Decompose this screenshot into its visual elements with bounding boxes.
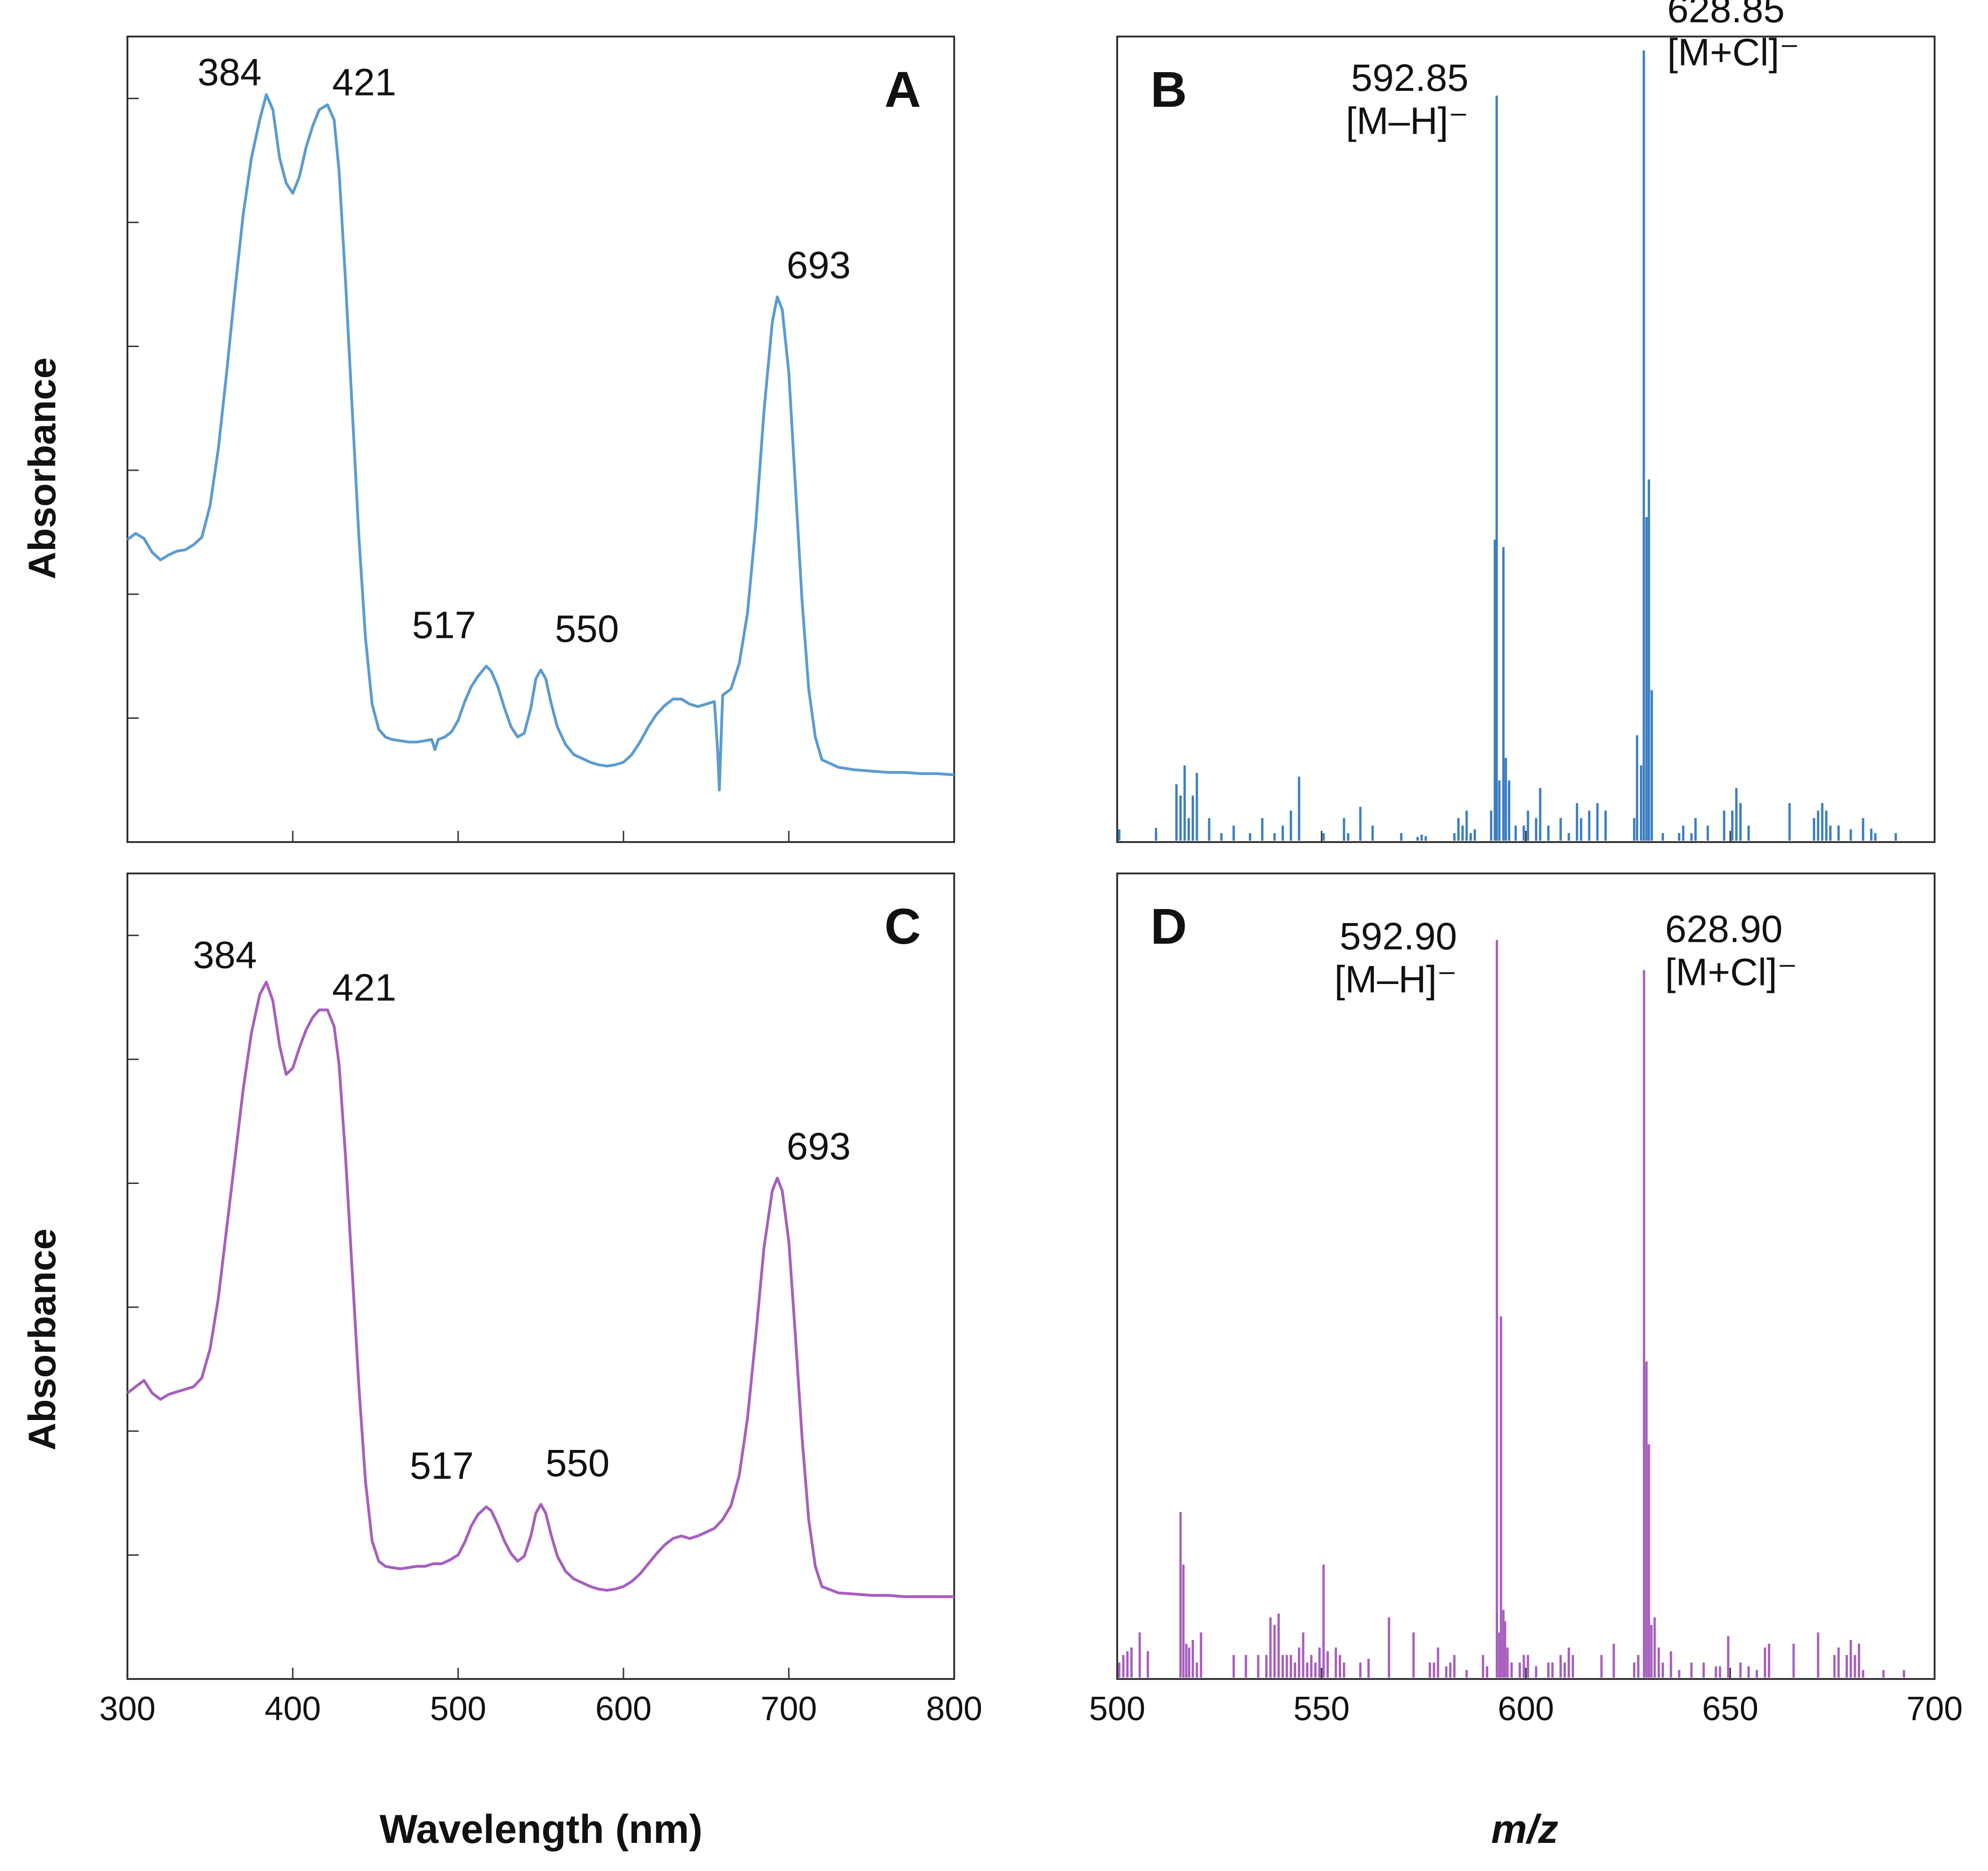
panel-d-x-tick-label: 650 [1702,1690,1758,1728]
panel-c-peak-annotation: 693 [786,1125,851,1168]
panel-d-peak-annotation: [M+Cl]⁻ [1665,951,1797,993]
panel-a-peak-annotation: 550 [555,608,619,651]
y-axis-label-bottom: Absorbance [21,1228,64,1450]
panel-b-peak-annotation: 628.85 [1667,0,1785,31]
y-axis-label-top: Absorbance [21,357,64,579]
panel-a-peak-annotation: 517 [412,604,476,646]
panel-c-spectrum-line [126,981,954,1598]
panel-a-plot: A 384 421 517 550 693 [126,51,955,842]
panel-c-peak-annotation: 384 [193,934,257,976]
panel-a-peak-annotation: 693 [786,244,851,287]
panel-d-x-tick-label: 600 [1498,1690,1554,1728]
panel-c-peak-annotation: 421 [332,966,396,1009]
panel-c-x-tick-label: 600 [595,1690,652,1728]
panel-d-peak-annotation: 592.90 [1340,915,1457,958]
panel-label-a: A [884,61,921,118]
panel-c-x-tick-label: 500 [430,1690,486,1728]
panel-b-plot: B 592.85[M–H]⁻ 628.85[M+Cl]⁻ [1118,0,1897,842]
panel-d-frame [1116,873,1936,1680]
panel-c-peak-annotation: 517 [410,1445,474,1487]
x-axis-label-wavelength: Wavelength (nm) [379,1807,703,1852]
panel-c-plot: 300 400 500 600 700 800 C 384 421 517 550 693 [99,898,982,1728]
panel-d-x-tick-label: 500 [1089,1690,1145,1728]
panel-d-x-tick-label: 550 [1293,1690,1350,1728]
panel-c-x-tick-label: 700 [761,1690,817,1728]
panel-d-plot: 500 550 600 650 700 D 592.90[M–H]⁻ 628.90[M+Cl]… [1089,898,1963,1728]
panel-c-x-tick-label: 800 [926,1690,982,1728]
panel-c-peak-annotation: 550 [546,1442,610,1485]
panel-label-b: B [1150,61,1187,118]
panel-a-frame [126,36,955,843]
panel-b-peak-annotation: 592.85 [1351,57,1469,99]
panel-d-x-tick-label: 700 [1906,1690,1963,1728]
panel-b-peak-annotation: [M+Cl]⁻ [1667,31,1799,74]
panel-c-frame [126,873,955,1680]
panel-label-c: C [884,898,921,954]
panel-a-peak-annotation: 421 [332,61,396,104]
panel-label-d: D [1150,898,1187,954]
panel-a-peak-annotation: 384 [198,51,262,94]
panel-d-peak-annotation: 628.90 [1665,908,1783,950]
panel-b-peak-annotation: [M–H]⁻ [1346,100,1469,142]
panel-d-peak-annotation: [M–H]⁻ [1335,958,1457,1001]
panel-c-x-tick-label: 400 [265,1690,321,1728]
x-axis-label-mz: m/z [1491,1807,1558,1852]
panel-b-frame [1116,36,1936,843]
panel-c-x-tick-label: 300 [99,1690,156,1728]
panel-a-spectrum-line [126,93,955,791]
